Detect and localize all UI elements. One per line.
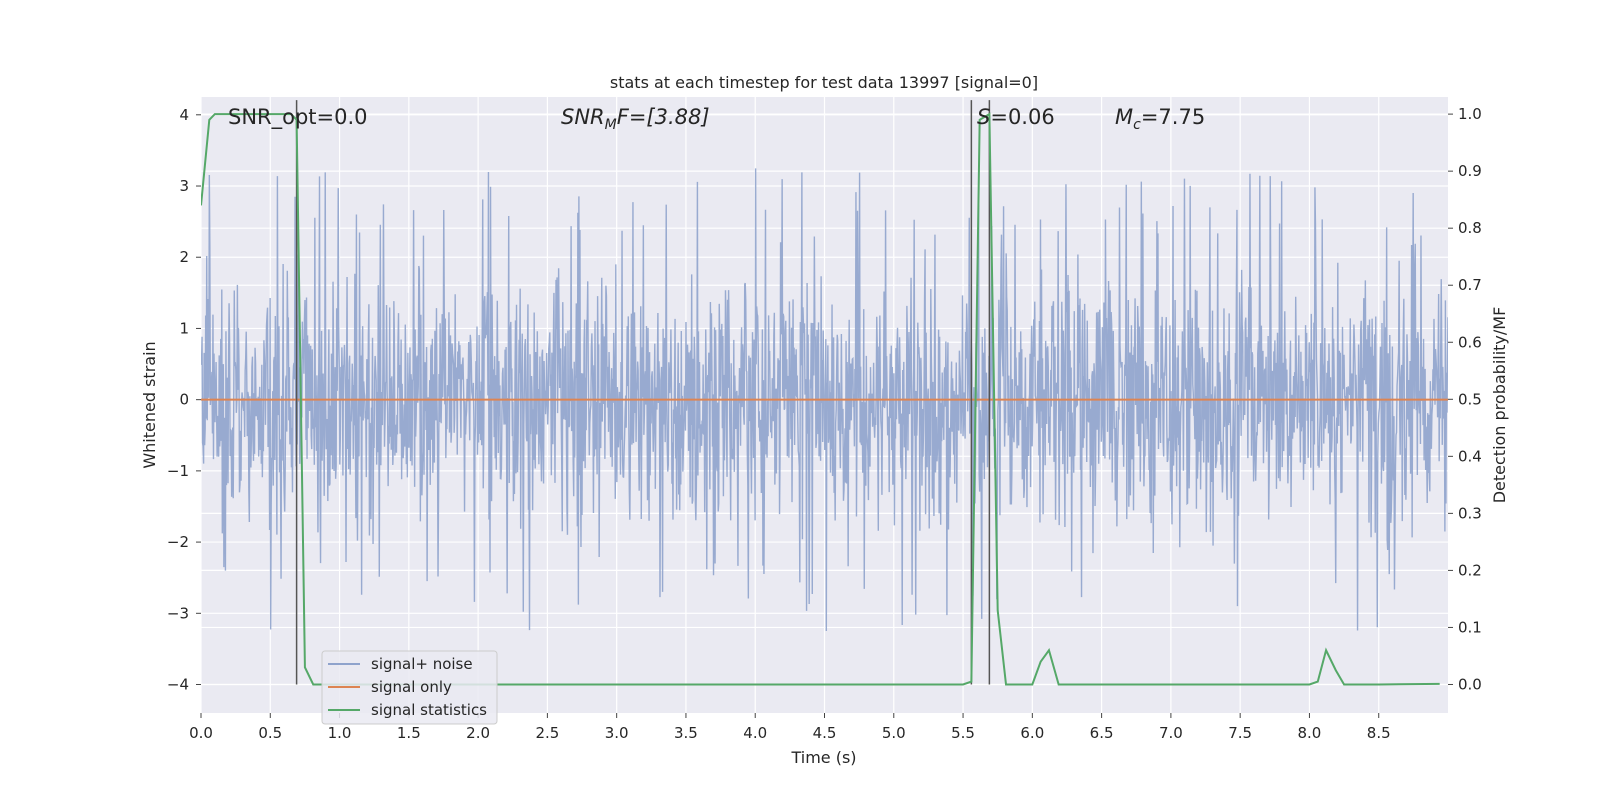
y-right-tick-label: 1.0 [1458, 105, 1482, 123]
x-tick-label: 7.0 [1159, 724, 1183, 742]
x-tick-label: 5.0 [882, 724, 906, 742]
y-right-tick-label: 0.7 [1458, 276, 1482, 294]
annotation-snr-mf: SNRMF=[3.88] [561, 105, 710, 133]
y-right-tick-label: 0.4 [1458, 447, 1482, 465]
y-right-tick-label: 0.6 [1458, 333, 1482, 351]
y-left-tick-label: −2 [167, 533, 189, 551]
x-tick-label: 3.5 [674, 724, 698, 742]
y-right-tick-label: 0.3 [1458, 504, 1482, 522]
y-left-tick-label: 1 [179, 319, 189, 337]
x-tick-label: 0.5 [258, 724, 282, 742]
x-tick-label: 1.5 [397, 724, 421, 742]
y-right-tick-label: 0.5 [1458, 390, 1482, 408]
annotation-mc-subscript: c [1133, 117, 1141, 133]
x-tick-label: 3.0 [605, 724, 629, 742]
annotation-snr-opt: SNR_opt=0.0 [228, 105, 368, 130]
y-axis-label-left: Whitened strain [140, 341, 159, 468]
y-left-tick-label: −4 [167, 676, 189, 694]
annotation-snr-mf-symbol: SNR [561, 105, 605, 129]
annotation-mc-symbol: M [1115, 105, 1133, 129]
x-tick-label: 2.0 [466, 724, 490, 742]
x-tick-label: 4.0 [743, 724, 767, 742]
x-tick-label: 8.0 [1298, 724, 1322, 742]
annotation-s-value: =0.06 [990, 105, 1054, 129]
x-tick-label: 7.5 [1228, 724, 1252, 742]
y-right-tick-label: 0.1 [1458, 618, 1482, 636]
annotation-snr-mf-value: F=[3.88] [617, 105, 710, 129]
series-signal-statistics [201, 112, 1440, 686]
y-left-tick-label: 3 [179, 177, 189, 195]
legend: signal+ noise signal only signal statist… [321, 650, 498, 725]
annotation-snr-mf-subscript: M [605, 117, 617, 133]
annotation-s: S=0.06 [977, 105, 1055, 129]
y-right-tick-label: 0.8 [1458, 219, 1482, 237]
x-tick-label: 6.5 [1090, 724, 1114, 742]
y-left-tick-label: −1 [167, 462, 189, 480]
x-tick-label: 5.5 [951, 724, 975, 742]
x-axis-label: Time (s) [790, 748, 856, 767]
y-right-tick-label: 0.9 [1458, 162, 1482, 180]
vertical-markers [295, 100, 991, 685]
y-left-tick-label: −3 [167, 604, 189, 622]
y-left-tick-label: 2 [179, 248, 189, 266]
x-tick-label: 1.0 [328, 724, 352, 742]
legend-label-signal-noise: signal+ noise [371, 655, 473, 673]
y-axis-label-right: Detection probability/MF [1490, 307, 1509, 504]
annotation-mc-value: =7.75 [1141, 105, 1205, 129]
signal-noise-line [201, 168, 1448, 631]
y-left-tick-label: 0 [179, 391, 189, 409]
annotation-mc: Mc=7.75 [1115, 105, 1205, 133]
x-tick-label: 4.5 [813, 724, 837, 742]
x-tick-label: 8.5 [1367, 724, 1391, 742]
legend-label-signal-only: signal only [371, 678, 452, 696]
legend-label-signal-statistics: signal statistics [371, 701, 487, 719]
legend-box [321, 650, 498, 725]
ticks: 0.0 0.5 1.0 1.5 2.0 2.5 3.0 3.5 4.0 4.5 5.0 5.5 6.0 6… [167, 105, 1482, 742]
chart-title: stats at each timestep for test data 139… [610, 73, 1038, 92]
x-tick-label: 0.0 [189, 724, 213, 742]
x-tick-label: 2.5 [535, 724, 559, 742]
series-signal-noise [201, 168, 1448, 631]
y-left-tick-label: 4 [179, 106, 189, 124]
annotation-s-symbol: S [977, 105, 990, 129]
x-tick-label: 6.0 [1020, 724, 1044, 742]
y-right-tick-label: 0.2 [1458, 561, 1482, 579]
signal-statistics-line [201, 112, 1440, 686]
y-right-tick-label: 0.0 [1458, 675, 1482, 693]
